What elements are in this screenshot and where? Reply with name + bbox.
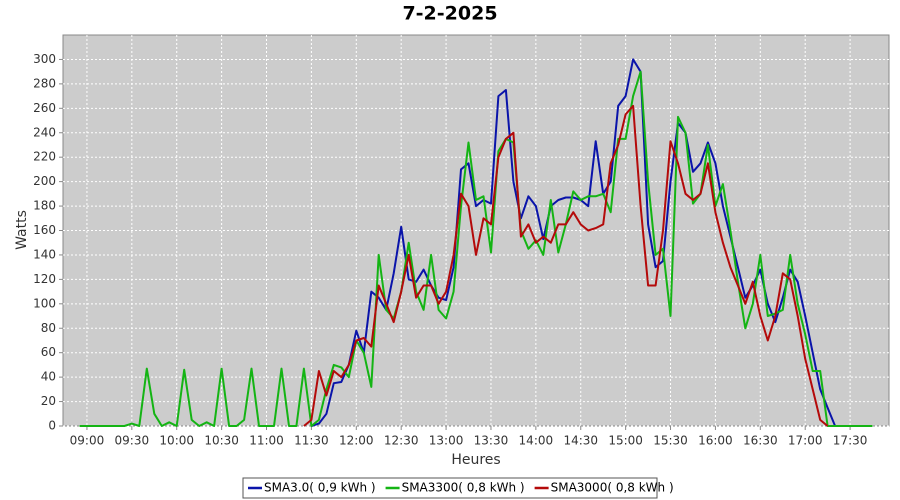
x-tick-label: 16:30 — [743, 434, 778, 448]
x-tick-label: 17:00 — [788, 434, 823, 448]
x-tick-label: 10:30 — [204, 434, 239, 448]
y-tick-label: 40 — [41, 370, 56, 384]
x-tick-label: 17:30 — [833, 434, 868, 448]
y-tick-label: 20 — [41, 394, 56, 408]
x-tick-label: 16:00 — [698, 434, 733, 448]
y-tick-label: 260 — [33, 101, 56, 115]
y-tick-label: 300 — [33, 52, 56, 66]
y-tick-label: 100 — [33, 296, 56, 310]
y-axis-label: Watts — [14, 210, 30, 250]
x-tick-label: 13:30 — [474, 434, 509, 448]
y-tick-label: 280 — [33, 76, 56, 90]
y-tick-label: 160 — [33, 223, 56, 237]
y-tick-label: 0 — [48, 419, 56, 433]
series-line — [303, 104, 829, 427]
x-tick-label: 15:30 — [653, 434, 688, 448]
x-tick-label: 15:00 — [608, 434, 643, 448]
legend-label: SMA3000( 0,8 kWh ) — [551, 481, 674, 495]
y-tick-label: 120 — [33, 272, 56, 286]
y-tick-label: 180 — [33, 199, 56, 213]
y-tick-label: 60 — [41, 345, 56, 359]
x-tick-label: 09:30 — [115, 434, 150, 448]
legend-label: SMA3300( 0,8 kWh ) — [402, 481, 525, 495]
x-tick-label: 12:00 — [339, 434, 374, 448]
x-tick-label: 12:30 — [384, 434, 419, 448]
y-tick-label: 140 — [33, 247, 56, 261]
y-tick-label: 240 — [33, 125, 56, 139]
series-line — [79, 70, 873, 427]
x-tick-label: 14:30 — [563, 434, 598, 448]
chart-title: 7-2-2025 — [402, 3, 497, 25]
x-tick-label: 11:30 — [294, 434, 329, 448]
x-tick-label: 10:00 — [159, 434, 194, 448]
x-tick-label: 13:00 — [429, 434, 464, 448]
legend — [242, 477, 658, 499]
x-tick-label: 11:00 — [249, 434, 284, 448]
y-tick-label: 80 — [41, 321, 56, 335]
x-axis-label: Heures — [451, 452, 500, 468]
legend-label: SMA3.0( 0,9 kWh ) — [264, 481, 376, 495]
x-tick-label: 09:00 — [70, 434, 105, 448]
y-tick-label: 200 — [33, 174, 56, 188]
x-tick-label: 14:00 — [519, 434, 554, 448]
y-tick-label: 220 — [33, 150, 56, 164]
